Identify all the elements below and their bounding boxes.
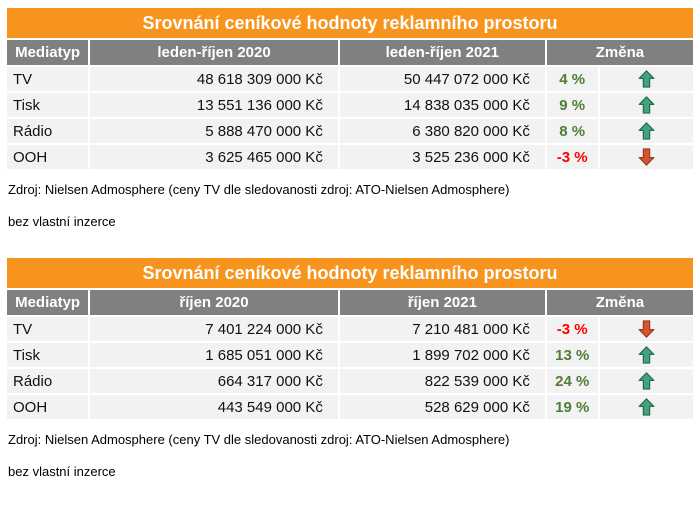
change-percent-cell: -3 % (546, 317, 598, 341)
trend-arrow-cell (599, 395, 693, 419)
table-row: Rádio 5 888 470 000 Kč 6 380 820 000 Kč … (7, 119, 693, 143)
value-2020-cell: 13 551 136 000 Kč (90, 93, 338, 117)
report-page: Srovnání ceníkové hodnoty reklamního pro… (5, 6, 695, 479)
col-header-period-2020: říjen 2020 (90, 290, 338, 315)
col-header-mediatype: Mediatyp (7, 40, 89, 65)
mediatype-cell: Tisk (7, 343, 89, 367)
change-percent-cell: -3 % (546, 145, 598, 169)
col-header-change: Změna (546, 40, 693, 65)
value-2020-cell: 7 401 224 000 Kč (90, 317, 338, 341)
footnote: bez vlastní inzerce (8, 464, 116, 479)
mediatype-cell: Rádio (7, 369, 89, 393)
trend-arrow-cell (599, 93, 693, 117)
value-2021-cell: 50 447 072 000 Kč (339, 67, 545, 91)
table-title: Srovnání ceníkové hodnoty reklamního pro… (7, 258, 693, 288)
trend-arrow-cell (599, 369, 693, 393)
comparison-table: Srovnání ceníkové hodnoty reklamního pro… (5, 6, 695, 171)
value-2020-cell: 664 317 000 Kč (90, 369, 338, 393)
value-2021-cell: 6 380 820 000 Kč (339, 119, 545, 143)
mediatype-cell: OOH (7, 395, 89, 419)
trend-arrow-icon (638, 122, 655, 140)
source-note: Zdroj: Nielsen Admosphere (ceny TV dle s… (8, 432, 510, 447)
trend-arrow-cell (599, 119, 693, 143)
table-row: Tisk 13 551 136 000 Kč 14 838 035 000 Kč… (7, 93, 693, 117)
value-2021-cell: 822 539 000 Kč (339, 369, 545, 393)
trend-arrow-cell (599, 317, 693, 341)
col-header-period-2021: leden-říjen 2021 (339, 40, 545, 65)
mediatype-cell: Tisk (7, 93, 89, 117)
footnote: bez vlastní inzerce (8, 214, 116, 229)
change-percent-cell: 24 % (546, 369, 598, 393)
source-note: Zdroj: Nielsen Admosphere (ceny TV dle s… (8, 182, 510, 197)
table-row: OOH 3 625 465 000 Kč 3 525 236 000 Kč -3… (7, 145, 693, 169)
mediatype-cell: TV (7, 67, 89, 91)
trend-arrow-icon (638, 320, 655, 338)
trend-arrow-icon (638, 148, 655, 166)
trend-arrow-icon (638, 96, 655, 114)
value-2021-cell: 14 838 035 000 Kč (339, 93, 545, 117)
trend-arrow-icon (638, 70, 655, 88)
col-header-period-2021: říjen 2021 (339, 290, 545, 315)
value-2021-cell: 3 525 236 000 Kč (339, 145, 545, 169)
change-percent-cell: 13 % (546, 343, 598, 367)
col-header-change: Změna (546, 290, 693, 315)
table-row: TV 48 618 309 000 Kč 50 447 072 000 Kč 4… (7, 67, 693, 91)
report-section-october: Srovnání ceníkové hodnoty reklamního pro… (5, 256, 695, 479)
table-row: Tisk 1 685 051 000 Kč 1 899 702 000 Kč 1… (7, 343, 693, 367)
value-2020-cell: 48 618 309 000 Kč (90, 67, 338, 91)
trend-arrow-cell (599, 343, 693, 367)
trend-arrow-icon (638, 398, 655, 416)
trend-arrow-cell (599, 67, 693, 91)
trend-arrow-icon (638, 346, 655, 364)
mediatype-cell: OOH (7, 145, 89, 169)
table-title: Srovnání ceníkové hodnoty reklamního pro… (7, 8, 693, 38)
change-percent-cell: 19 % (546, 395, 598, 419)
mediatype-cell: TV (7, 317, 89, 341)
table-row: OOH 443 549 000 Kč 528 629 000 Kč 19 % (7, 395, 693, 419)
col-header-period-2020: leden-říjen 2020 (90, 40, 338, 65)
mediatype-cell: Rádio (7, 119, 89, 143)
value-2020-cell: 443 549 000 Kč (90, 395, 338, 419)
change-percent-cell: 8 % (546, 119, 598, 143)
value-2021-cell: 528 629 000 Kč (339, 395, 545, 419)
col-header-mediatype: Mediatyp (7, 290, 89, 315)
change-percent-cell: 9 % (546, 93, 598, 117)
trend-arrow-cell (599, 145, 693, 169)
table-row: Rádio 664 317 000 Kč 822 539 000 Kč 24 % (7, 369, 693, 393)
trend-arrow-icon (638, 372, 655, 390)
value-2020-cell: 5 888 470 000 Kč (90, 119, 338, 143)
value-2021-cell: 7 210 481 000 Kč (339, 317, 545, 341)
value-2021-cell: 1 899 702 000 Kč (339, 343, 545, 367)
value-2020-cell: 3 625 465 000 Kč (90, 145, 338, 169)
comparison-table: Srovnání ceníkové hodnoty reklamního pro… (5, 256, 695, 421)
report-section-january-october: Srovnání ceníkové hodnoty reklamního pro… (5, 6, 695, 229)
value-2020-cell: 1 685 051 000 Kč (90, 343, 338, 367)
table-row: TV 7 401 224 000 Kč 7 210 481 000 Kč -3 … (7, 317, 693, 341)
change-percent-cell: 4 % (546, 67, 598, 91)
